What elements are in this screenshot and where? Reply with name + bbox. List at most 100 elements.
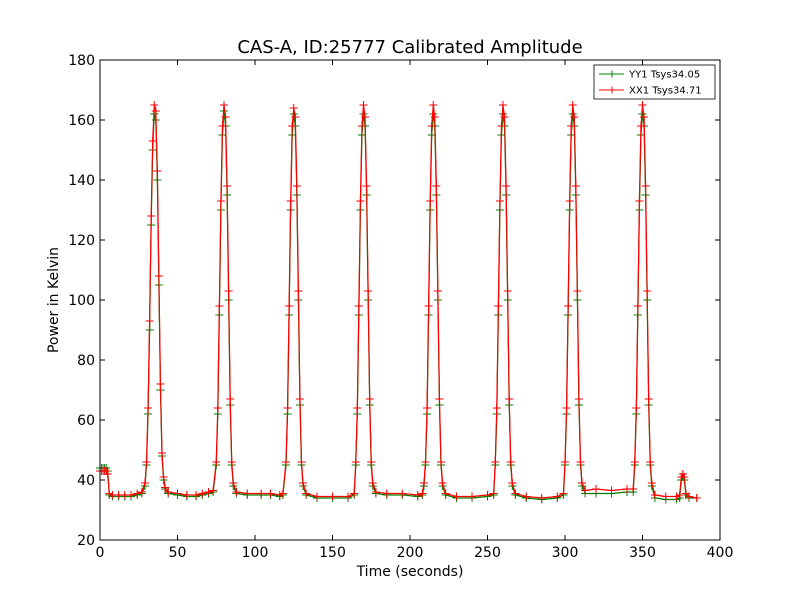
series-1-point-127	[570, 113, 579, 121]
series-1-point-47	[243, 489, 252, 498]
series-1-point-146	[643, 287, 652, 295]
series-1-point-46	[232, 488, 241, 496]
series-1-point-15	[144, 404, 153, 412]
series-1-point-141	[635, 197, 644, 205]
series-1-point-12	[137, 488, 146, 496]
series-1-point-105	[492, 404, 501, 412]
series-1-point-29	[182, 491, 191, 499]
series-1-point-17	[147, 212, 156, 220]
series-1-point-42	[224, 287, 233, 295]
series-1-point-44	[227, 458, 236, 466]
series-1-point-107	[495, 197, 504, 205]
series-1-point-147	[644, 395, 653, 403]
series-1-point-77	[364, 287, 373, 295]
ticks-layer: 0 50 100 150 200 250 300 350 400 20 40 60 80 100 120 14…	[68, 53, 733, 561]
series-1-point-124	[565, 197, 574, 205]
series-1-point-28	[173, 489, 182, 498]
legend-label-yy1: YY1 Tsys34.05	[628, 70, 700, 81]
series-1-point-156	[680, 473, 689, 481]
series-1-point-61	[295, 395, 304, 403]
series-1-point-123	[564, 302, 573, 310]
series-1-point-53	[283, 404, 292, 412]
series-1-point-117	[522, 492, 531, 501]
x-axis-label: Time (seconds)	[356, 564, 464, 580]
series-1-point-143	[638, 101, 647, 109]
y-tick-label-40: 40	[77, 473, 95, 489]
series-1-point-100	[452, 492, 461, 501]
series-1-point-73	[357, 122, 366, 130]
series-1-point-70	[353, 404, 362, 412]
series-1	[96, 101, 701, 502]
series-1-point-22	[154, 272, 163, 280]
series-1-point-108	[497, 122, 506, 130]
series-1-point-88	[423, 404, 432, 412]
series-1-point-97	[437, 458, 445, 466]
series-1-point-32	[204, 488, 213, 496]
series-1-point-142	[636, 122, 645, 130]
series-1-point-134	[592, 485, 600, 493]
series-1-point-68	[350, 489, 359, 498]
series-1-point-93	[430, 113, 439, 121]
series-1-point-27	[164, 488, 173, 496]
series-1-point-35	[213, 404, 222, 412]
series-1-point-40	[221, 113, 230, 121]
series-1-point-89	[424, 302, 433, 310]
series-1-point-125	[567, 122, 576, 130]
series-1-point-132	[578, 479, 587, 487]
series-1-point-49	[266, 489, 275, 498]
series-1-point-33	[209, 486, 218, 495]
series-1-point-59	[292, 182, 301, 190]
legend-label-xx1: XX1 Tsys34.71	[629, 86, 702, 97]
series-1-point-79	[367, 458, 376, 466]
series-1-point-55	[286, 197, 295, 205]
series-layer	[96, 101, 701, 504]
y-tick-label-140: 140	[68, 173, 95, 189]
series-1-point-75	[361, 113, 370, 121]
x-tick-label-400: 400	[707, 545, 734, 561]
series-1-point-48	[257, 489, 266, 498]
series-1-point-106	[494, 302, 503, 310]
series-1-point-23	[156, 380, 165, 388]
series-1-point-58	[291, 113, 300, 121]
chart-title: CAS-A, ID:25777 Calibrated Amplitude	[237, 37, 582, 58]
series-1-point-150	[650, 491, 659, 499]
series-1-point-111	[502, 182, 511, 190]
series-1-point-14	[142, 458, 151, 466]
series-1-point-98	[438, 479, 447, 487]
series-1-point-43	[226, 395, 235, 403]
series-1-point-25	[159, 473, 168, 481]
series-1-point-65	[313, 492, 321, 501]
series-1-point-130	[574, 395, 583, 403]
series-1-point-139	[632, 404, 641, 412]
series-1-point-116	[511, 489, 520, 498]
series-1-point-81	[371, 488, 380, 496]
series-1-point-101	[468, 492, 476, 501]
series-1-point-20	[151, 107, 160, 115]
series-1-point-109	[499, 101, 507, 109]
legend: YY1 Tsys34.05 XX1 Tsys34.71	[593, 64, 716, 100]
series-1-point-128	[571, 182, 580, 190]
x-tick-label-200: 200	[397, 545, 424, 561]
series-1-point-34	[212, 458, 221, 466]
x-tick-label-150: 150	[319, 545, 346, 561]
series-1-point-112	[503, 287, 512, 295]
series-1-point-126	[568, 101, 577, 109]
y-tick-label-160: 160	[68, 113, 95, 129]
series-1-point-36	[215, 302, 224, 310]
series-1-point-31	[198, 489, 207, 498]
series-1-point-41	[223, 182, 232, 190]
series-1-point-11	[133, 489, 142, 498]
series-1-point-103	[489, 489, 498, 498]
x-tick-label-0: 0	[96, 545, 105, 561]
series-1-point-71	[354, 302, 363, 310]
legend-box	[593, 64, 716, 100]
series-1-point-82	[382, 489, 391, 498]
series-1-point-149	[647, 479, 656, 487]
series-1-point-19	[150, 101, 159, 109]
series-1-point-38	[218, 122, 227, 130]
series-1-point-5	[103, 470, 112, 478]
series-1-point-54	[285, 302, 294, 310]
series-line-1	[100, 104, 697, 499]
series-1-point-39	[220, 101, 228, 109]
y-tick-label-120: 120	[68, 233, 95, 249]
